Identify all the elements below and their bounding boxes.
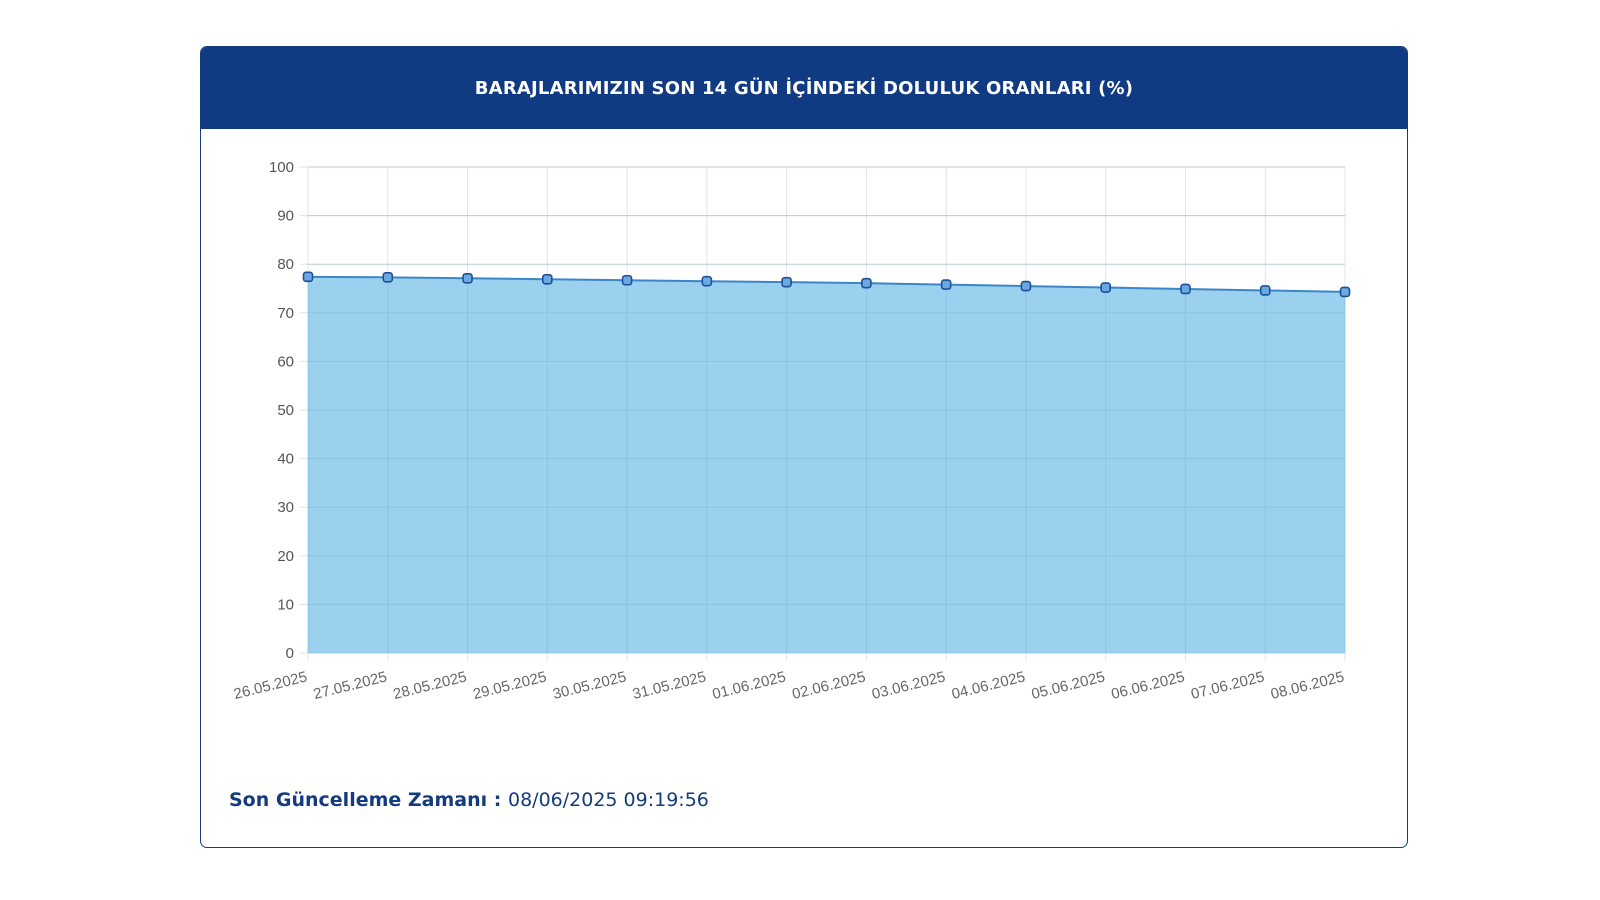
last-update: Son Güncelleme Zamanı : 08/06/2025 09:19… (229, 789, 709, 811)
last-update-value: 08/06/2025 09:19:56 (507, 789, 709, 811)
y-tick-label: 0 (286, 645, 294, 662)
data-point (302, 271, 314, 283)
series-area (308, 276, 1345, 653)
data-point (781, 276, 792, 288)
data-point (1020, 280, 1032, 292)
last-update-separator: : (487, 789, 508, 811)
y-tick-label: 30 (277, 499, 294, 516)
y-tick-label: 10 (277, 596, 294, 613)
x-tick-label: 07.06.2025 (1189, 668, 1266, 703)
data-point (1100, 282, 1111, 293)
dam-occupancy-card: BARAJLARIMIZIN SON 14 GÜN İÇİNDEKİ DOLUL… (200, 46, 1408, 848)
data-point (1180, 283, 1191, 295)
x-tick-label: 04.06.2025 (950, 668, 1027, 703)
x-tick-label: 30.05.2025 (551, 668, 628, 703)
series-line (307, 275, 1346, 293)
y-tick-label: 90 (277, 208, 294, 225)
data-point (462, 272, 473, 284)
x-tick-label: 06.06.2025 (1109, 668, 1186, 703)
y-tick-label: 70 (277, 305, 294, 322)
y-tick-label: 80 (277, 256, 294, 273)
x-tick-label: 05.06.2025 (1030, 668, 1107, 703)
x-tick-label: 26.05.2025 (232, 668, 309, 703)
card-header: BARAJLARIMIZIN SON 14 GÜN İÇİNDEKİ DOLUL… (201, 47, 1407, 129)
data-point (1259, 285, 1271, 296)
occupancy-area-chart: 0 10 20 30 40 50 60 70 80 90 100 26.05.2025 27.05.20… (232, 159, 1351, 703)
x-tick-label: 08.06.2025 (1269, 668, 1346, 703)
x-tick-label: 31.05.2025 (631, 668, 708, 703)
data-point (621, 274, 633, 286)
x-tick-label: 03.06.2025 (870, 668, 947, 703)
data-point (1339, 286, 1351, 298)
x-tick-label: 02.06.2025 (790, 668, 867, 703)
data-point (701, 275, 713, 287)
last-update-label: Son Güncelleme Zamanı (229, 789, 488, 811)
y-tick-label: 60 (277, 353, 294, 370)
data-point (382, 272, 394, 283)
y-tick-label: 40 (277, 451, 294, 468)
data-point (940, 279, 952, 290)
y-tick-label: 50 (277, 402, 294, 419)
x-tick-label: 01.06.2025 (711, 668, 788, 703)
chart-area: 0 10 20 30 40 50 60 70 80 90 100 26.05.2025 27.05.20… (201, 129, 1407, 789)
x-tick-label: 27.05.2025 (312, 668, 389, 703)
x-tick-label: 29.05.2025 (471, 668, 548, 703)
y-tick-label: 20 (277, 548, 294, 565)
x-tick-label: 28.05.2025 (392, 668, 469, 703)
y-tick-label: 100 (269, 159, 294, 176)
grid-overlay (307, 166, 1346, 654)
data-point (542, 273, 553, 285)
data-point (861, 277, 872, 289)
chart-title: BARAJLARIMIZIN SON 14 GÜN İÇİNDEKİ DOLUL… (474, 77, 1134, 99)
